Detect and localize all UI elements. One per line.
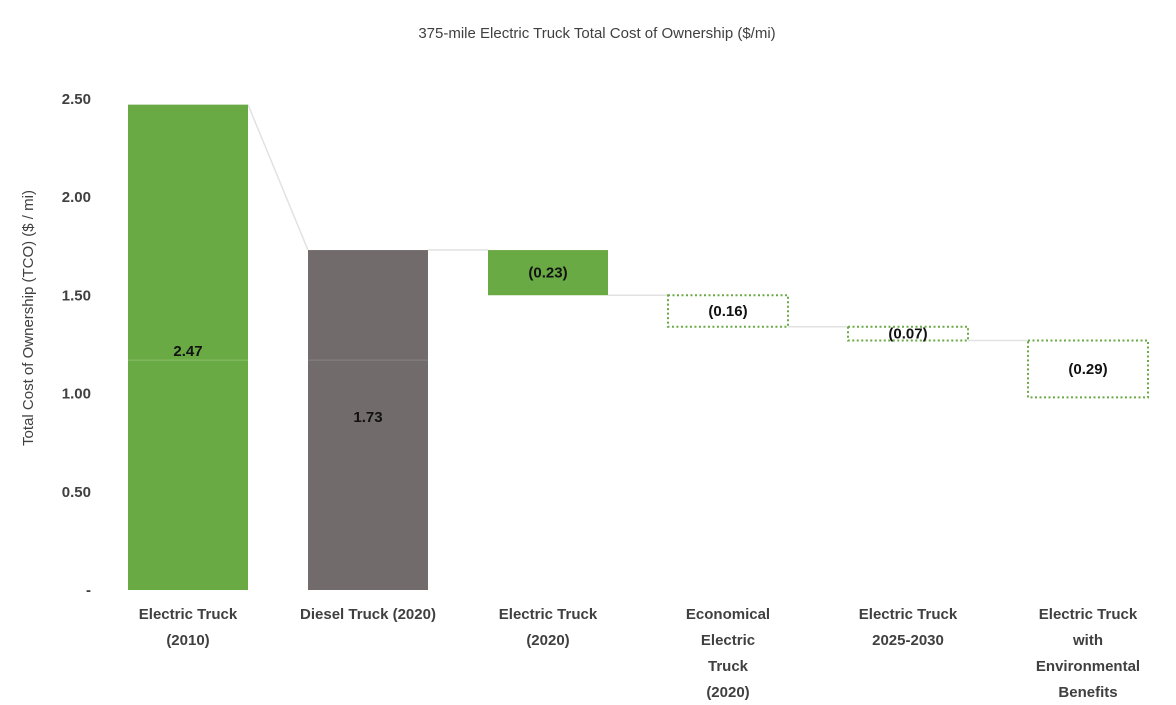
x-tick-label: (2020) — [706, 684, 749, 701]
x-tick-label: Electric — [701, 632, 755, 649]
x-tick-label: (2020) — [526, 632, 569, 649]
x-tick-label: Diesel Truck (2020) — [300, 606, 436, 623]
x-tick-label: Electric Truck — [859, 606, 958, 623]
data-label: (0.07) — [888, 326, 927, 343]
data-label: (0.23) — [528, 265, 567, 282]
connector-lines — [247, 104, 1028, 342]
y-tick-label: 1.50 — [62, 287, 91, 304]
chart-title: 375-mile Electric Truck Total Cost of Ow… — [418, 25, 775, 42]
bar — [308, 250, 428, 590]
connector-line — [247, 104, 309, 251]
bar — [1027, 339, 1149, 399]
x-tick-label: with — [1072, 632, 1103, 649]
data-label: 2.47 — [173, 343, 202, 360]
y-axis-label: Total Cost of Ownership (TCO) ($ / mi) — [20, 190, 37, 446]
data-label: 1.73 — [353, 409, 382, 426]
bar — [488, 250, 608, 296]
x-tick-label: Environmental — [1036, 658, 1140, 675]
x-tick-label: Electric Truck — [499, 606, 598, 623]
x-tick-label: Truck — [708, 658, 749, 675]
data-labels: 2.47 1.73 (0.23) (0.16) (0.07) (0.29) — [173, 265, 1107, 426]
data-label: (0.16) — [708, 303, 747, 320]
data-label: (0.29) — [1068, 361, 1107, 378]
x-tick-label: Economical — [686, 606, 770, 623]
bar — [128, 104, 248, 591]
bar — [847, 325, 969, 342]
x-tick-label: (2010) — [166, 632, 209, 649]
bars — [128, 104, 1149, 591]
y-tick-label: 2.50 — [62, 91, 91, 108]
bar — [667, 294, 789, 328]
x-tick-label: 2025-2030 — [872, 632, 944, 649]
y-tick-label: 0.50 — [62, 484, 91, 501]
x-tick-label: Electric Truck — [139, 606, 238, 623]
y-tick-label: 1.00 — [62, 386, 91, 403]
y-axis-ticks: - 0.50 1.00 1.50 2.00 2.50 — [62, 91, 91, 599]
x-tick-label: Benefits — [1058, 684, 1117, 701]
y-tick-label: 2.00 — [62, 189, 91, 206]
x-tick-label: Electric Truck — [1039, 606, 1138, 623]
y-tick-label: - — [86, 582, 91, 599]
x-axis-tick-labels: Electric Truck (2010) Diesel Truck (2020) E… — [139, 606, 1140, 701]
